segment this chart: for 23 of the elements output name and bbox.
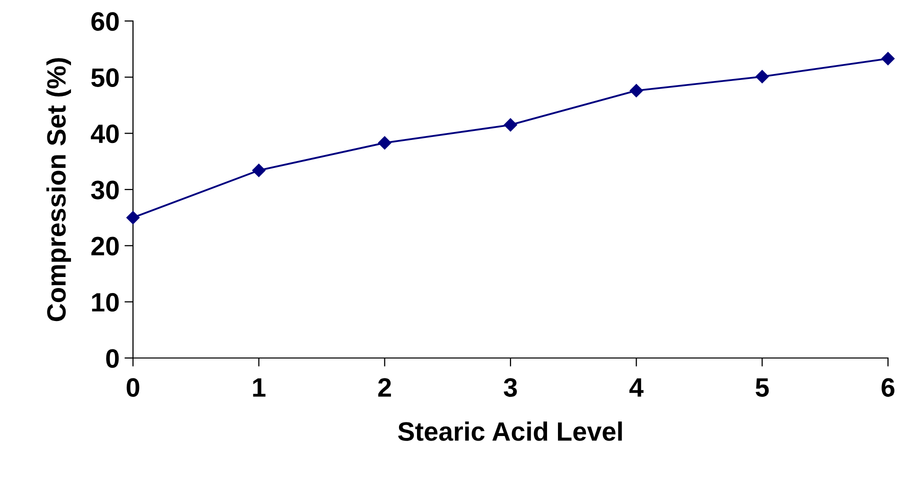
y-axis-title: Compression Set (%) <box>46 58 72 322</box>
x-tick-label: 6 <box>882 378 894 397</box>
x-tick-label: 2 <box>378 378 391 397</box>
x-tick-label: 0 <box>126 378 140 397</box>
x-tick-label: 4 <box>629 378 644 397</box>
x-tick-label: 3 <box>504 378 517 397</box>
x-tick-label: 5 <box>756 378 769 397</box>
point <box>252 164 266 177</box>
point <box>378 136 392 150</box>
point <box>126 210 140 224</box>
x-axis-title: Stearic Acid Level <box>398 421 622 441</box>
y-tick-label: 40 <box>90 124 119 144</box>
y-tick-label: 0 <box>106 349 119 368</box>
point <box>630 84 643 98</box>
y-tick-label: 20 <box>91 236 119 256</box>
y-tick-label: 50 <box>91 68 119 87</box>
point <box>881 52 895 66</box>
point <box>504 118 518 132</box>
y-tick-label: 30 <box>91 180 119 200</box>
y-tick-label: 10 <box>92 292 119 312</box>
y-tick-label: 60 <box>91 12 119 31</box>
point <box>756 70 769 84</box>
x-tick-label: 1 <box>253 378 266 397</box>
